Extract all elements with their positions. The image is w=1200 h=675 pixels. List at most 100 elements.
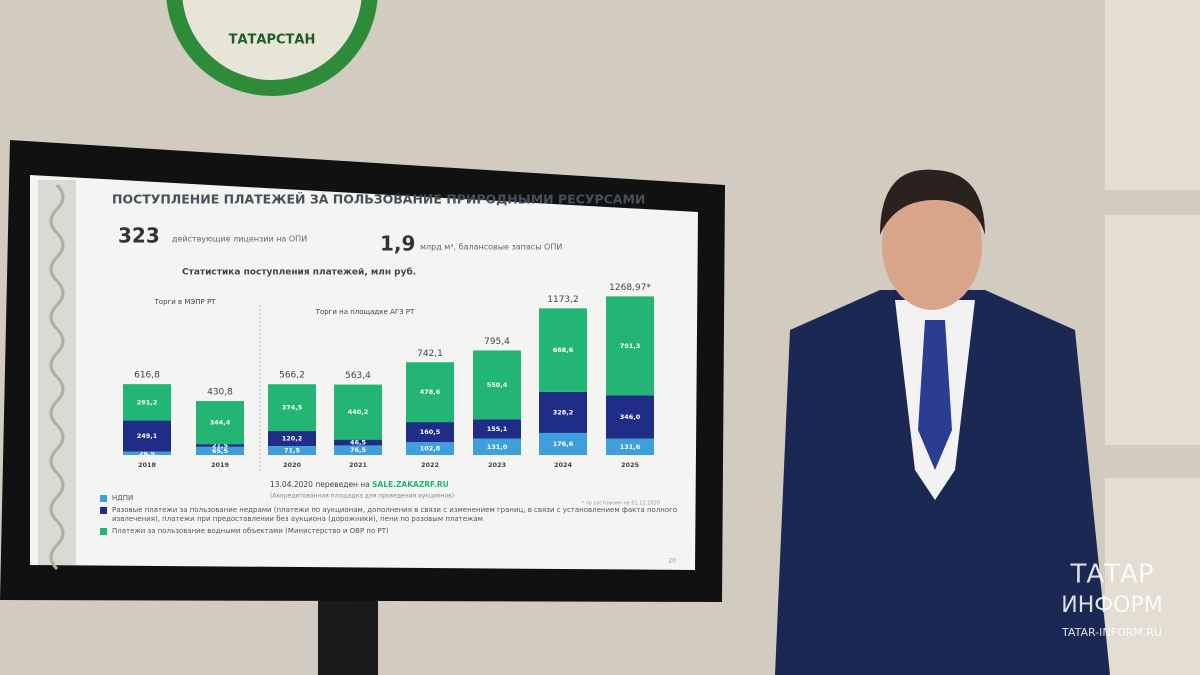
value-label: 71,5: [284, 447, 301, 455]
bar-segment: [268, 431, 316, 447]
wall-panel: [1105, 0, 1200, 190]
value-label: 21,5: [212, 441, 229, 449]
bar-segment: [606, 395, 654, 439]
monitor-stand: [318, 595, 378, 675]
screen: [30, 175, 698, 570]
bar-segment: [539, 391, 587, 433]
value-label: 374,5: [282, 404, 303, 412]
total-label: 563,4: [345, 371, 371, 381]
stat-text: действующие лицензии на ОПИ: [172, 235, 307, 244]
value-label: 176,6: [553, 440, 574, 448]
total-label: 430,8: [207, 388, 233, 398]
emblem-text: ТАТАРСТАН: [229, 33, 316, 48]
value-label: 791,3: [620, 342, 641, 350]
value-label: 120,2: [282, 435, 303, 443]
value-label: 346,0: [620, 413, 641, 421]
value-label: 440,2: [348, 408, 369, 416]
bar-segment: [473, 438, 521, 455]
x-tick-label: 2018: [138, 461, 157, 469]
value-label: 46,5: [350, 439, 367, 447]
legend: НДПИ Разовые платежи за пользование недра…: [100, 494, 682, 539]
value-label: 160,5: [420, 428, 441, 436]
bar-segment: [268, 384, 316, 432]
bar-segment: [196, 401, 244, 445]
total-label: 1268,97*: [609, 283, 651, 293]
bar-segment: [334, 445, 382, 455]
x-tick-label: 2019: [211, 461, 230, 469]
bar-segment: [268, 446, 316, 455]
x-tick-label: 2020: [283, 461, 302, 469]
total-label: 616,8: [134, 371, 160, 381]
legend-label: Платежи за пользование водными объектами…: [112, 527, 389, 535]
bar-segment: [539, 432, 587, 455]
ornament-pattern: [49, 183, 65, 571]
value-label: 65,5: [212, 447, 229, 455]
value-label: 668,6: [553, 346, 574, 354]
total-label: 566,2: [279, 371, 305, 381]
wall-panel: [1105, 478, 1200, 675]
chart: 26,5 249,1 291,2 616,8 2018 65,521,5 344,4 430,…: [123, 283, 654, 469]
group-label: Торги на площадке АГЗ РТ: [315, 308, 415, 316]
legend-item: Разовые платежи за пользование недрами (…: [100, 506, 682, 524]
value-label: 26,5: [139, 449, 156, 457]
bar-segment: [473, 350, 521, 420]
stat-text: млрд м³, балансовые запасы ОПИ: [420, 243, 562, 252]
bar-segment: [123, 451, 171, 455]
total-label: 795,4: [484, 337, 510, 347]
bar-segment: [406, 362, 454, 423]
total-label: 742,1: [417, 349, 443, 359]
legend-label: НДПИ: [112, 494, 134, 502]
value-label: 249,1: [137, 432, 158, 440]
x-tick-label: 2022: [421, 461, 439, 469]
emblem: [166, 0, 378, 96]
value-label: 478,6: [420, 388, 441, 396]
legend-label: Разовые платежи за пользование недрами (…: [112, 506, 678, 523]
annotation: * по состоянию на 01.12.2020: [582, 501, 660, 507]
x-tick-label: 2021: [349, 461, 368, 469]
x-tick-label: 2025: [621, 461, 640, 469]
group-label: Торги в МЭПР РТ: [154, 298, 217, 306]
watermark: ТАТАР: [1069, 560, 1153, 590]
x-tick-label: 2023: [488, 461, 506, 469]
bar-segment: [334, 439, 382, 446]
hair: [880, 169, 985, 235]
x-tick-label: 2024: [554, 461, 573, 469]
annotation: 13.04.2020 переведен на: [270, 480, 370, 489]
value-label: 550,4: [487, 381, 508, 389]
stat-value: 1,9: [380, 232, 415, 256]
bar-segment: [406, 422, 454, 443]
ornament: [38, 180, 76, 565]
bar-segment: [123, 420, 171, 452]
stat-value: 323: [118, 224, 160, 248]
watermark: TATAR-INFORM.RU: [1061, 626, 1162, 639]
chart-title: Статистика поступления платежей, млн руб…: [182, 267, 416, 278]
value-label: 291,2: [137, 398, 158, 406]
value-label: 102,8: [420, 445, 441, 453]
value-label: 344,4: [210, 419, 231, 427]
tie: [918, 320, 952, 470]
legend-swatch: [100, 507, 107, 514]
value-label: 131,0: [487, 443, 508, 451]
legend-swatch: [100, 528, 107, 535]
bar-segment: [473, 419, 521, 439]
bar-segment: [606, 438, 654, 455]
value-label: 76,5: [350, 446, 367, 454]
page-number: 20: [668, 558, 676, 565]
slide-title: ПОСТУПЛЕНИЕ ПЛАТЕЖЕЙ ЗА ПОЛЬЗОВАНИЕ ПРИР…: [112, 192, 645, 207]
wall-panel: [1105, 215, 1200, 445]
value-label: 328,2: [553, 408, 574, 416]
bar-segment: [406, 442, 454, 455]
total-label: 1173,2: [547, 295, 579, 305]
value-label: 131,6: [620, 443, 641, 451]
bar-segment: [196, 446, 244, 455]
legend-item: Платежи за пользование водными объектами…: [100, 527, 682, 536]
watermark: ИНФОРМ: [1061, 593, 1163, 618]
bar-segment: [123, 384, 171, 421]
face: [882, 180, 982, 310]
annotation: (Аккредитованная площадка для проведения…: [270, 493, 454, 500]
legend-item: НДПИ: [100, 494, 682, 503]
bar-segment: [539, 308, 587, 392]
bar-segment: [334, 384, 382, 440]
